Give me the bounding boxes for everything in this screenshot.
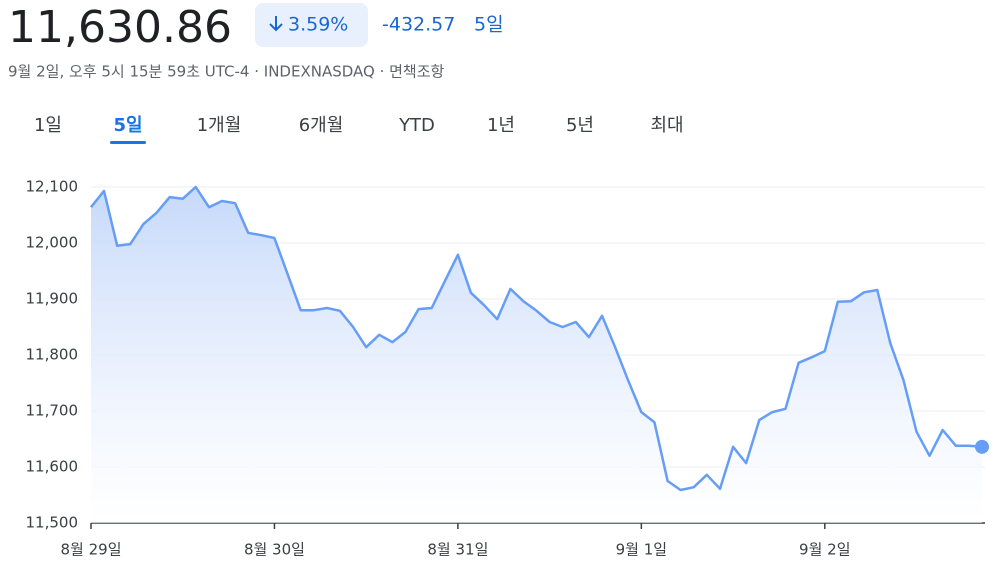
- change-value: -432.57: [382, 14, 455, 36]
- x-tick-label: 9월 1일: [616, 541, 667, 559]
- period-tab[interactable]: 6개월: [299, 115, 344, 136]
- x-tick-label: 8월 29일: [61, 541, 122, 559]
- period-tab[interactable]: 1년: [487, 115, 515, 136]
- change-badge: [255, 3, 368, 47]
- period-tab[interactable]: 최대: [650, 115, 683, 136]
- y-tick-label: 12,000: [26, 234, 79, 252]
- tab-underline: [110, 141, 146, 144]
- period-tab[interactable]: 5일: [113, 115, 142, 136]
- subtitle: 9월 2일, 오후 5시 15분 59초 UTC-4 · INDEXNASDAQ…: [8, 63, 445, 81]
- period-tab[interactable]: 1개월: [197, 115, 242, 136]
- price-line: [90, 185, 983, 492]
- period-tab[interactable]: 5년: [566, 115, 594, 136]
- y-tick-label: 11,900: [26, 290, 79, 308]
- change-percent: 3.59%: [288, 14, 348, 36]
- x-tick-label: 8월 31일: [427, 541, 488, 559]
- price: 11,630.86: [8, 2, 232, 53]
- price-area: [91, 187, 982, 523]
- y-tick-label: 11,600: [26, 458, 79, 476]
- y-tick-label: 11,800: [26, 346, 79, 364]
- period-tab[interactable]: 1일: [34, 115, 62, 136]
- down-arrow-icon: [269, 16, 283, 32]
- x-tick-label: 9월 2일: [799, 541, 850, 559]
- y-tick-label: 12,100: [26, 178, 79, 196]
- last-point: [975, 439, 989, 454]
- change-period: 5일: [474, 14, 504, 36]
- y-tick-label: 11,700: [26, 402, 79, 420]
- x-tick-label: 8월 30일: [244, 541, 305, 559]
- period-tab[interactable]: YTD: [398, 115, 435, 136]
- y-tick-label: 11,500: [26, 514, 79, 532]
